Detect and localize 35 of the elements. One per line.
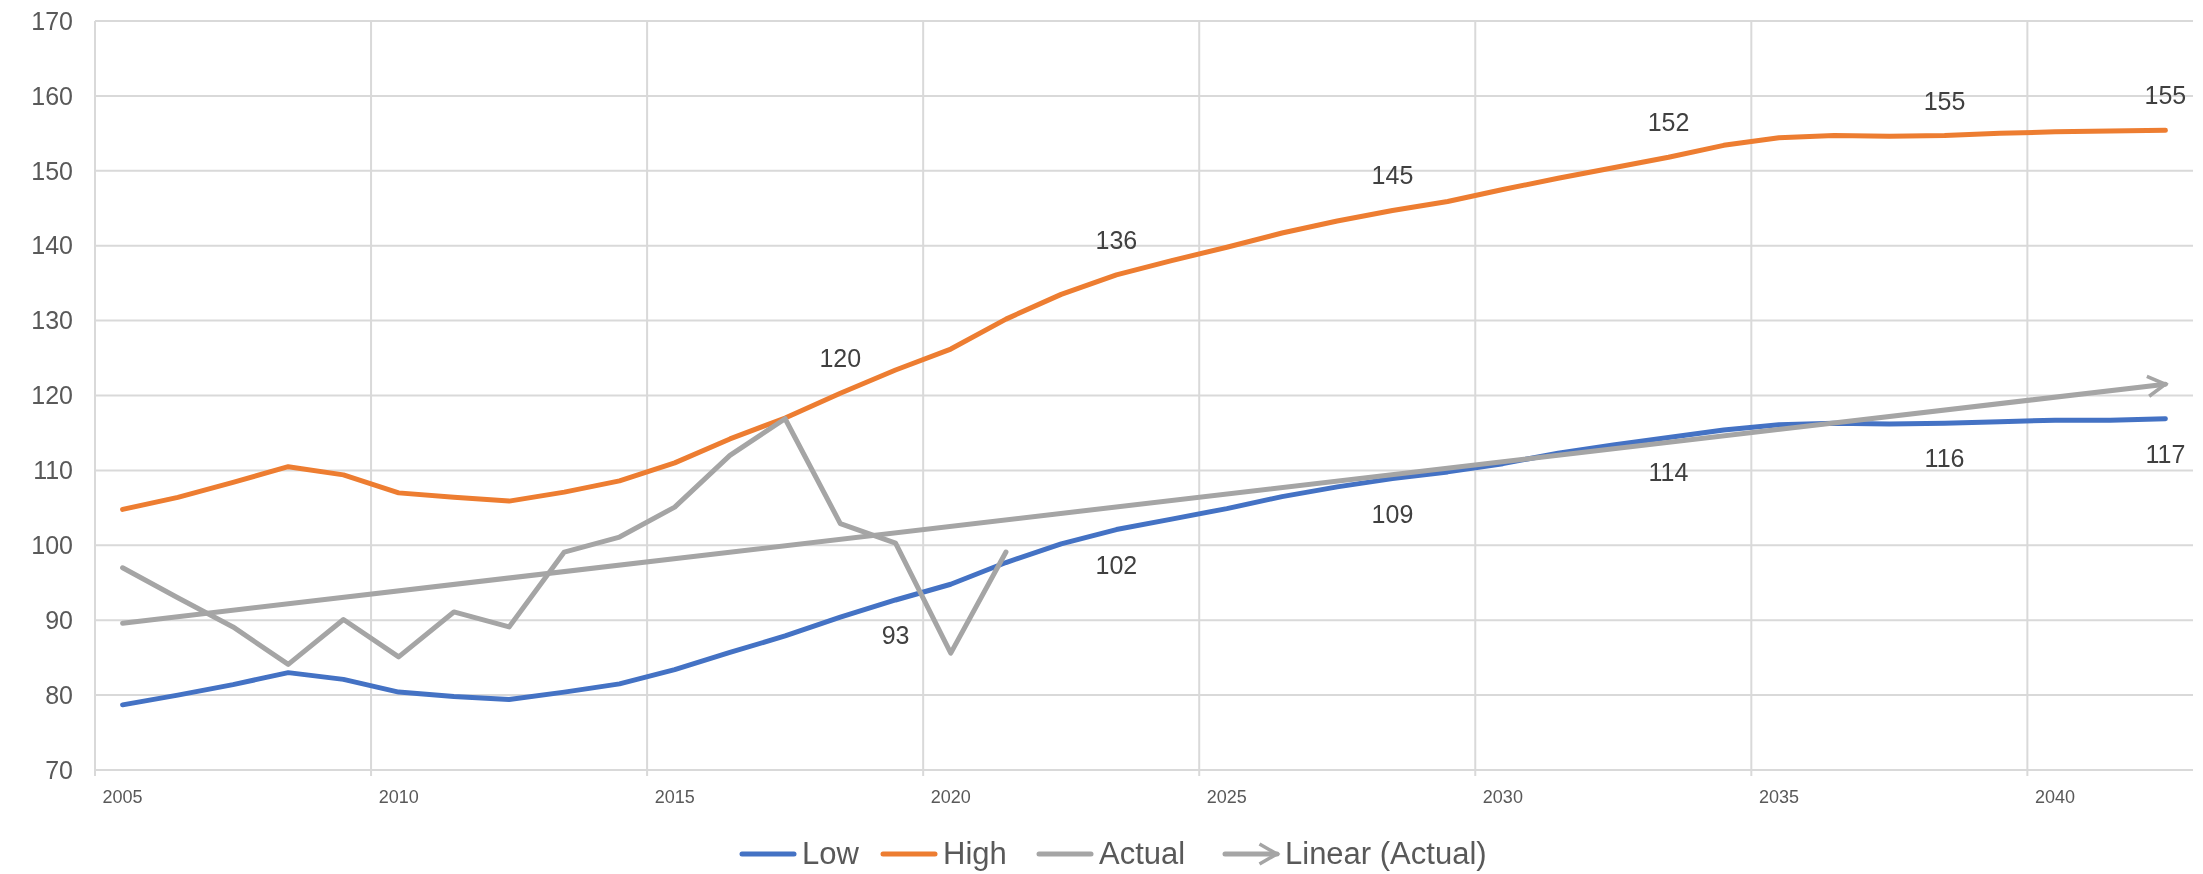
y-tick-label: 90 xyxy=(45,605,73,634)
y-tick-label: 160 xyxy=(31,81,73,110)
y-tick-label: 130 xyxy=(31,306,73,335)
legend-label: Linear (Actual) xyxy=(1285,836,1487,871)
y-tick-label: 100 xyxy=(31,531,73,560)
y-tick-label: 140 xyxy=(31,231,73,260)
y-tick-label: 80 xyxy=(45,680,73,709)
data-label: 102 xyxy=(1095,550,1138,579)
y-tick-label: 170 xyxy=(31,6,73,35)
x-tick-label: 2035 xyxy=(1758,787,1799,807)
x-tick-label: 2015 xyxy=(654,787,695,807)
x-tick-label: 2010 xyxy=(378,787,419,807)
x-tick-label: 2030 xyxy=(1482,787,1523,807)
data-label: 155 xyxy=(2144,81,2187,110)
x-tick-label: 2005 xyxy=(102,787,143,807)
x-tick-label: 2020 xyxy=(930,787,971,807)
y-tick-label: 120 xyxy=(31,381,73,410)
data-label: 155 xyxy=(1923,86,1966,115)
data-label: 93 xyxy=(881,620,910,649)
legend-label: Low xyxy=(802,836,860,871)
y-tick-label: 110 xyxy=(33,456,73,485)
data-label: 120 xyxy=(819,344,862,373)
y-tick-label: 150 xyxy=(31,156,73,185)
legend-label: Actual xyxy=(1099,836,1186,871)
data-label: 117 xyxy=(2145,439,2186,468)
data-label: 152 xyxy=(1647,108,1690,137)
data-label: 136 xyxy=(1095,225,1138,254)
data-label: 116 xyxy=(1924,444,1965,473)
legend-label: High xyxy=(943,836,1007,871)
y-tick-label: 70 xyxy=(45,755,73,784)
data-label: 114 xyxy=(1648,458,1689,487)
x-tick-label: 2040 xyxy=(2034,787,2075,807)
data-label: 109 xyxy=(1371,499,1414,528)
x-tick-label: 2025 xyxy=(1206,787,1247,807)
data-label: 145 xyxy=(1371,161,1414,190)
